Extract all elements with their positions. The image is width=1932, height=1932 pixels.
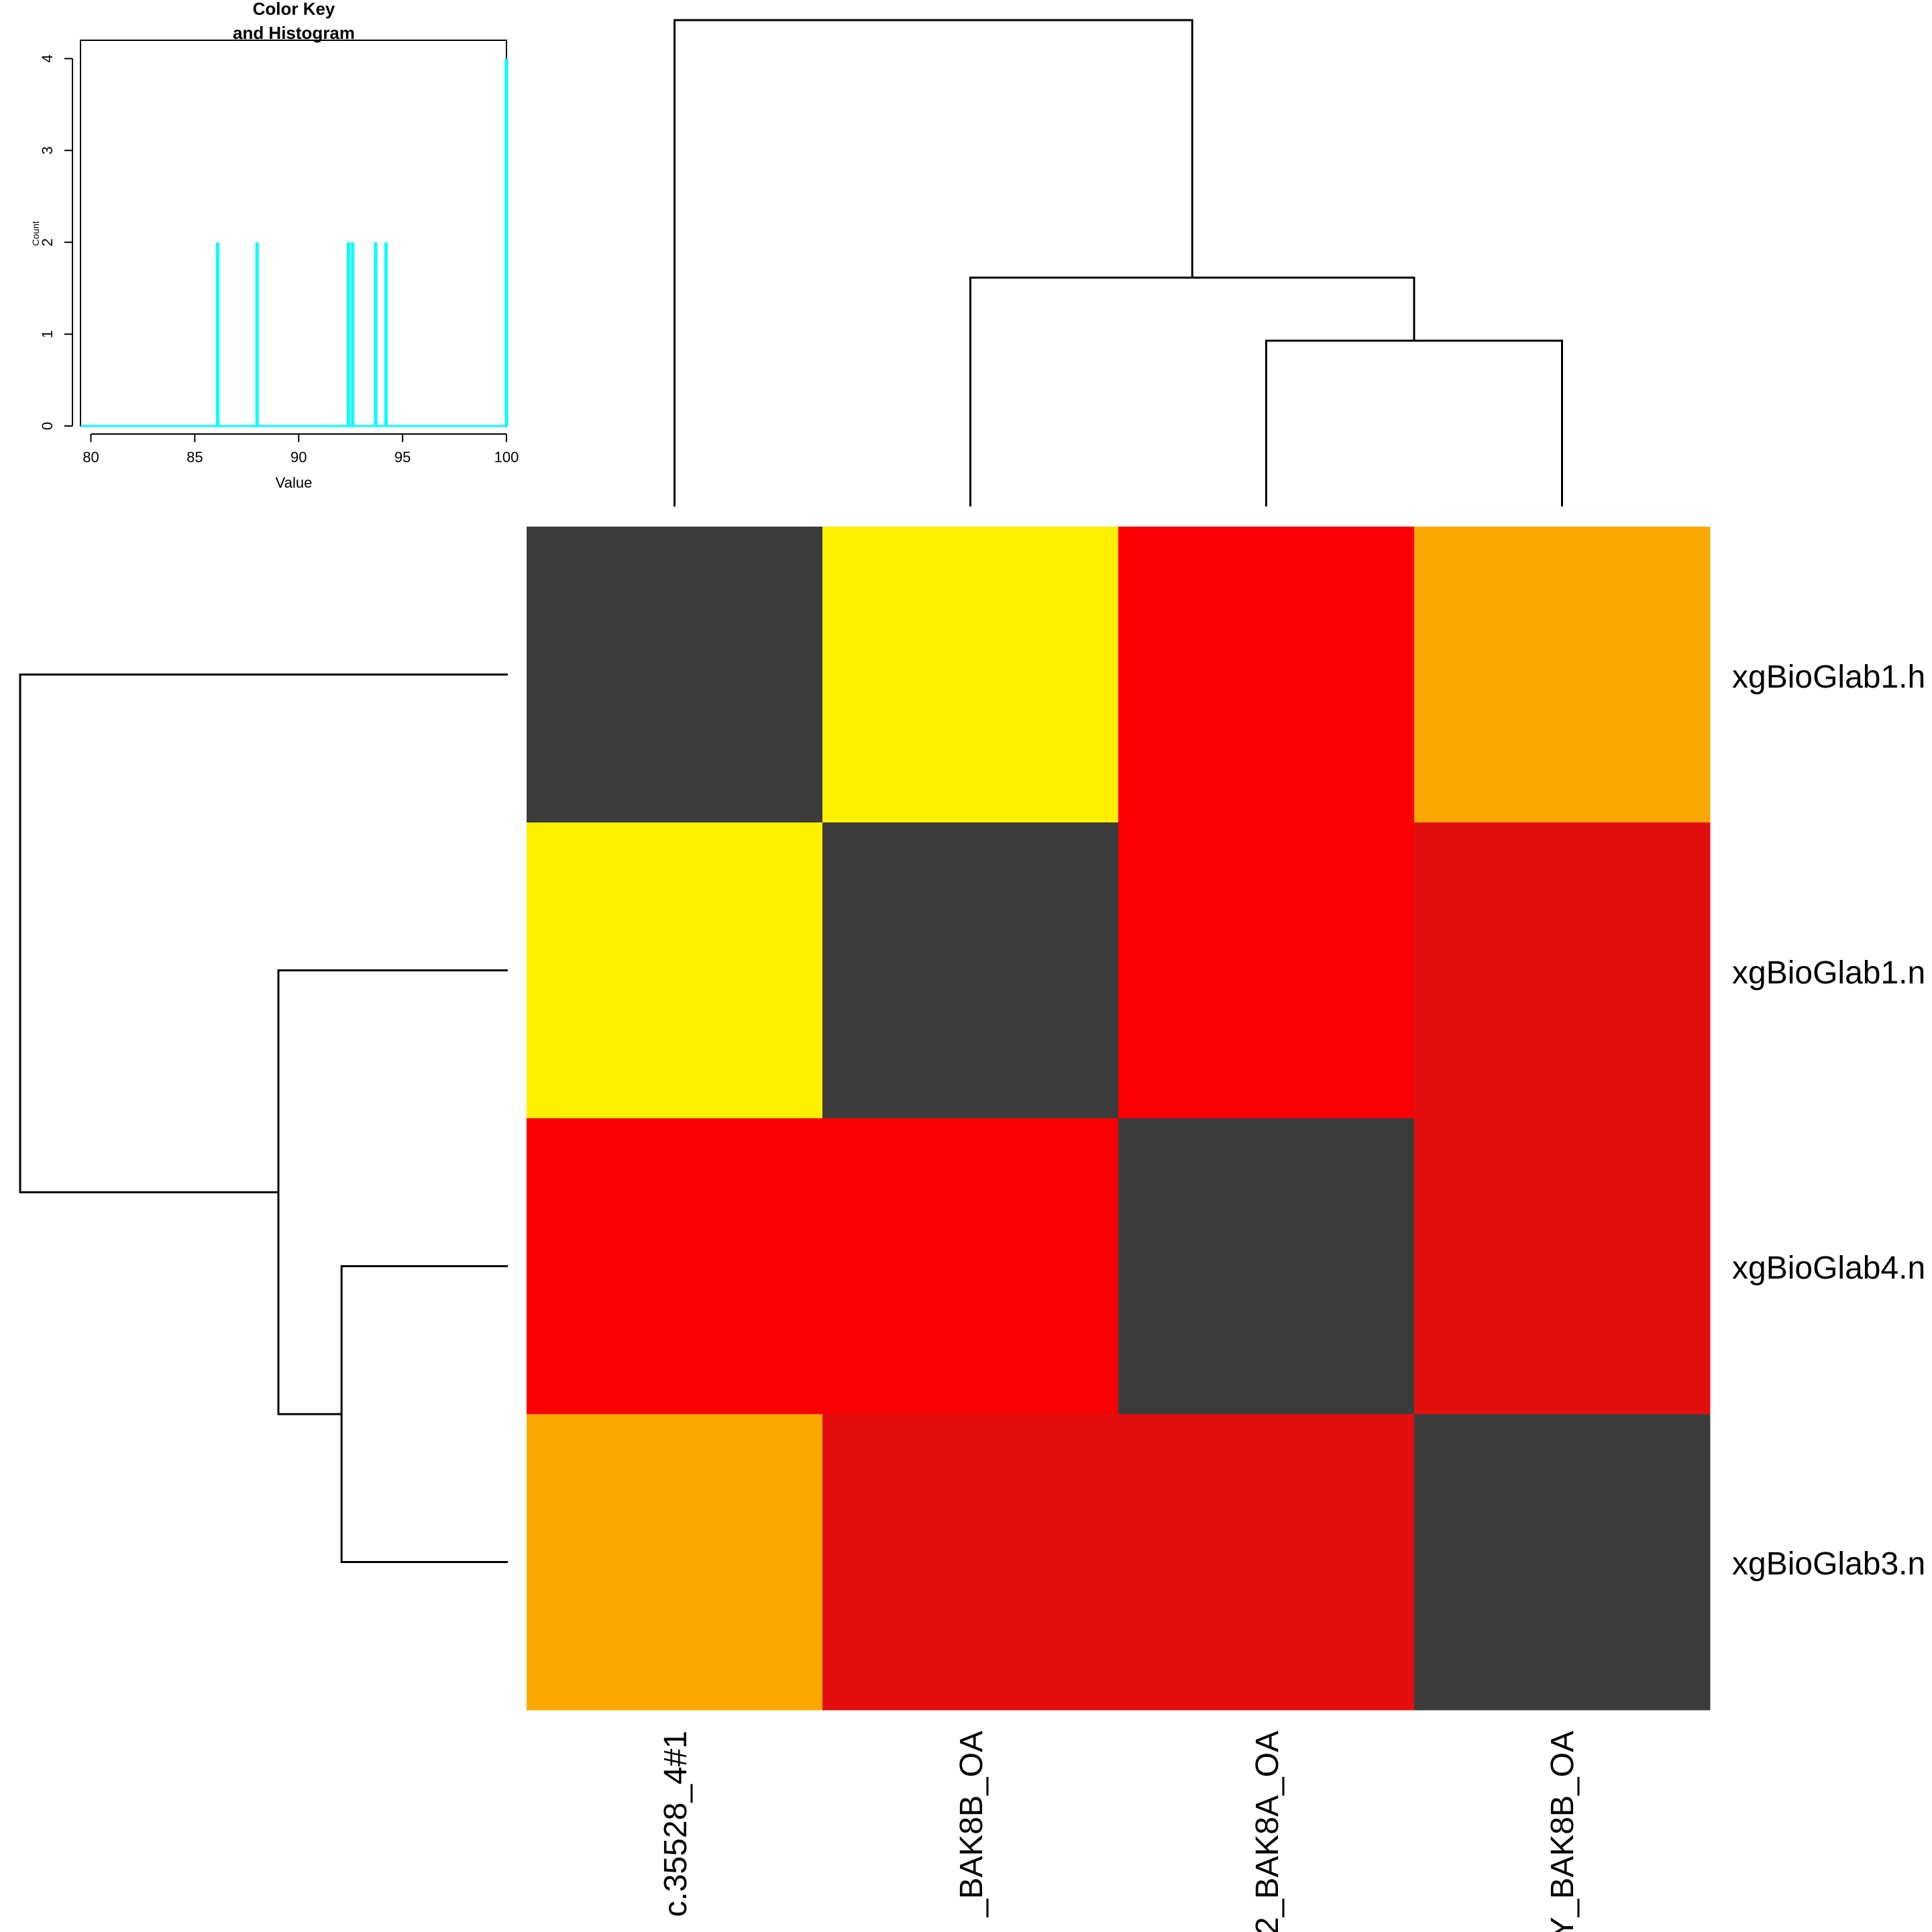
row-dendrogram-link-3 bbox=[19, 674, 508, 1193]
color-key-x-tick-label-80: 80 bbox=[83, 449, 99, 466]
column-label-1-text: c.35528_4#1 bbox=[658, 1731, 694, 1917]
row-dendrogram-link-1 bbox=[340, 1265, 508, 1563]
row-label-2: xgBioGlab1.n bbox=[1732, 955, 1925, 991]
heatmap-cell-r1-c3 bbox=[1118, 527, 1415, 823]
color-key-y-tick-label-1: 1 bbox=[39, 330, 56, 338]
column-label-4: Y_BAK8B_OA bbox=[1545, 1731, 1580, 1932]
heatmap-cell-r2-c3 bbox=[1118, 822, 1415, 1119]
color-key-x-axis: 80 85 90 95 100 bbox=[83, 433, 519, 466]
heatmap-cells bbox=[527, 527, 1711, 1711]
heatmap-cell-r4-c4 bbox=[1414, 1414, 1711, 1711]
heatmap-cell-r3-c2 bbox=[822, 1118, 1119, 1415]
column-dendrogram-link-2 bbox=[969, 276, 1415, 506]
heatmap-cell-r2-c4 bbox=[1414, 822, 1711, 1119]
row-label-3: xgBioGlab4.n bbox=[1732, 1250, 1925, 1286]
heatmap-cell-r4-c3 bbox=[1118, 1414, 1415, 1711]
color-key-y-tick-label-0: 0 bbox=[39, 422, 56, 430]
color-key-x-label: Value bbox=[276, 474, 313, 491]
heatmap-cell-r4-c1 bbox=[527, 1414, 823, 1711]
color-key-plot-frame bbox=[80, 40, 507, 427]
color-key-y-label: Count bbox=[30, 221, 41, 246]
column-label-3: 2_BAK8A_OA bbox=[1250, 1731, 1285, 1932]
heatmap-cell-r3-c1 bbox=[527, 1118, 823, 1415]
color-key-y-tick-label-4: 4 bbox=[39, 54, 56, 62]
heatmap-cell-r1-c4 bbox=[1414, 527, 1711, 823]
color-key-title: Color Key bbox=[253, 0, 335, 19]
color-key-bars bbox=[215, 58, 508, 426]
heatmap-cell-r4-c2 bbox=[822, 1414, 1119, 1711]
column-label-4-text: _BAK8B_OA bbox=[1545, 1731, 1580, 1918]
row-dendrogram-link-2 bbox=[277, 969, 508, 1415]
color-key-x-tick-label-90: 90 bbox=[290, 449, 307, 466]
column-label-3-prefix: 2 bbox=[1250, 1917, 1285, 1932]
heatmap-cell-r1-c2 bbox=[822, 527, 1119, 823]
column-labels: c.35528_4#1 _BAK8B_OA 2_BAK8A_OA Y_BAK8B… bbox=[658, 1731, 1580, 1932]
row-label-4: xgBioGlab3.n bbox=[1732, 1546, 1925, 1582]
row-label-1: xgBioGlab1.h bbox=[1732, 659, 1925, 695]
heatmap-cell-r2-c1 bbox=[527, 822, 823, 1119]
color-key-x-tick-label-100: 100 bbox=[494, 449, 519, 466]
row-labels: xgBioGlab1.h xgBioGlab1.n xgBioGlab4.n x… bbox=[1732, 659, 1925, 1582]
column-label-2-text: _BAK8B_OA bbox=[954, 1731, 989, 1918]
heatmap-cell-r1-c1 bbox=[527, 527, 823, 823]
color-key-x-tick-label-85: 85 bbox=[186, 449, 203, 466]
color-key-y-axis: 0 1 2 3 4 bbox=[39, 54, 73, 430]
column-label-2: _BAK8B_OA bbox=[954, 1731, 989, 1918]
heatmap-cell-r3-c3 bbox=[1118, 1118, 1415, 1415]
heatmap-cell-r2-c2 bbox=[822, 822, 1119, 1119]
column-label-1: c.35528_4#1 bbox=[658, 1731, 694, 1917]
column-label-4-prefix: Y bbox=[1545, 1917, 1580, 1932]
heatmap-cell-r3-c4 bbox=[1414, 1118, 1711, 1415]
column-dendrogram-link-1 bbox=[1265, 339, 1563, 506]
color-key-x-tick-label-95: 95 bbox=[394, 449, 411, 466]
row-dendrogram bbox=[19, 674, 508, 1563]
column-dendrogram-link-3 bbox=[674, 19, 1193, 506]
column-dendrogram bbox=[674, 19, 1563, 506]
color-key-y-tick-label-2: 2 bbox=[39, 238, 56, 246]
column-label-3-text: _BAK8A_OA bbox=[1250, 1731, 1285, 1918]
color-key-histogram: Color Key and Histogram 80 85 90 95 100 0123… bbox=[30, 0, 519, 491]
color-key-y-tick-label-3: 3 bbox=[39, 146, 56, 154]
